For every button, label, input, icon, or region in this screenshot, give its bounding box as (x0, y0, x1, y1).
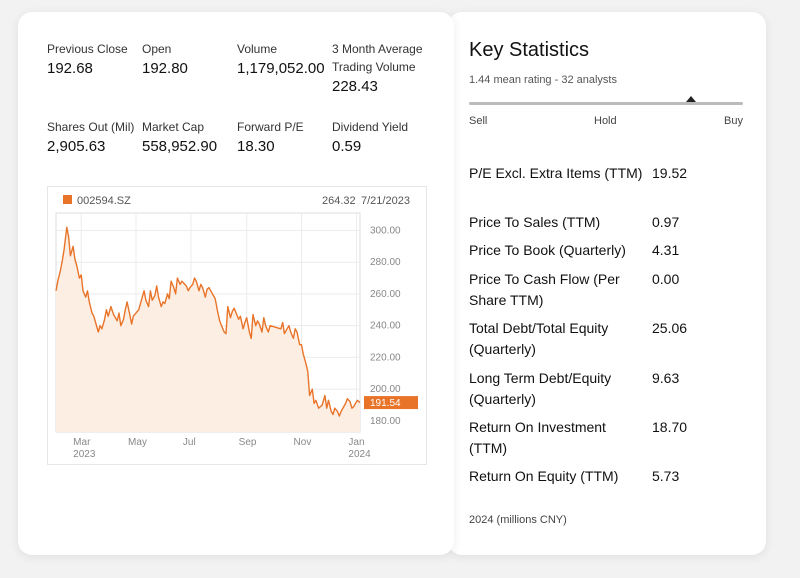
ks-value: 25.06 (652, 320, 688, 336)
last-price-tag-bg (364, 396, 418, 410)
rating-scale-hold: Hold (594, 115, 617, 127)
y-tick-label: 260.00 (370, 289, 401, 300)
x-tick-label: May (128, 437, 147, 448)
stat-value: 192.68 (47, 60, 93, 77)
stat-shares-out: Shares Out (Mil) 2,905.63 (47, 118, 142, 157)
stat-value: 18.30 (237, 138, 275, 155)
stat-label: Dividend Yield (332, 120, 409, 134)
ks-label: P/E Excl. Extra Items (TTM) (469, 165, 643, 181)
rating-scale-buy: Buy (724, 115, 743, 127)
rating-scale-sell: Sell (469, 115, 488, 127)
ks-value: 0.00 (652, 271, 680, 287)
key-statistics-title: Key Statistics (469, 39, 590, 61)
stat-forward-pe: Forward P/E 18.30 (237, 118, 332, 157)
stat-volume: Volume 1,179,052.00 (237, 40, 332, 79)
key-statistics-card: Key Statistics 1.44 mean rating - 32 ana… (448, 12, 766, 555)
stat-value: 2,905.63 (47, 138, 106, 155)
x-tick-sublabel: 2024 (348, 449, 371, 460)
ks-label: Return On Investment (TTM) (469, 419, 606, 456)
price-chart-svg[interactable]: 002594.SZ 264.32 7/21/2023 300.00 280.00 2… (48, 187, 426, 464)
rating-scale-track (469, 102, 743, 105)
stat-value: 192.80 (142, 60, 188, 77)
stat-label: Previous Close (47, 42, 128, 56)
y-tick-label: 280.00 (370, 257, 401, 268)
ks-value: 19.52 (652, 165, 688, 181)
stat-label: 3 Month Average Trading Volume (332, 42, 423, 74)
ks-value: 9.63 (652, 370, 680, 386)
hover-date: 7/21/2023 (361, 195, 410, 207)
ks-label: Return On Equity (TTM) (469, 468, 619, 484)
price-chart[interactable]: 002594.SZ 264.32 7/21/2023 300.00 280.00 2… (47, 186, 427, 465)
stat-label: Forward P/E (237, 120, 304, 134)
quote-summary-card: Previous Close 192.68 Open 192.80 Volume… (18, 12, 454, 555)
area-fill (56, 227, 360, 432)
x-tick-label: Nov (294, 437, 312, 448)
last-price-tag-label: 191.54 (370, 398, 401, 409)
price-line (55, 226, 361, 417)
stat-previous-close: Previous Close 192.68 (47, 40, 142, 79)
analyst-rating-text: 1.44 mean rating - 32 analysts (469, 74, 617, 86)
x-tick-label: Jul (183, 437, 196, 448)
ks-label: Price To Sales (TTM) (469, 214, 601, 230)
ks-value: 4.31 (652, 242, 680, 258)
key-statistics-footnote: 2024 (millions CNY) (469, 514, 567, 526)
stat-label: Volume (237, 42, 278, 56)
ks-label: Price To Cash Flow (Per Share TTM) (469, 271, 620, 308)
stat-open: Open 192.80 (142, 40, 237, 79)
legend-ticker: 002594.SZ (77, 195, 131, 207)
y-axis: 300.00 280.00 260.00 240.00 220.00 200.00 180.… (370, 225, 401, 426)
stat-label: Open (142, 42, 172, 56)
stat-label: Shares Out (Mil) (47, 120, 135, 134)
stat-value: 0.59 (332, 138, 362, 155)
ks-value: 18.70 (652, 419, 688, 435)
legend-swatch (63, 195, 72, 204)
stat-dividend-yield: Dividend Yield 0.59 (332, 118, 432, 157)
stat-market-cap: Market Cap 558,952.90 (142, 118, 237, 157)
ks-label: Price To Book (Quarterly) (469, 242, 626, 258)
y-tick-label: 220.00 (370, 352, 401, 363)
y-tick-label: 240.00 (370, 321, 401, 332)
ks-value: 0.97 (652, 214, 680, 230)
stat-value: 228.43 (332, 78, 378, 95)
stat-3m-avg-volume: 3 Month Average Trading Volume 228.43 (332, 40, 432, 97)
rating-marker-icon (685, 96, 696, 102)
stat-value: 1,179,052.00 (237, 60, 325, 77)
hover-value: 264.32 (322, 195, 356, 207)
x-tick-label: Mar (73, 437, 91, 448)
stat-value: 558,952.90 (142, 138, 218, 155)
ks-label: Long Term Debt/Equity (Quarterly) (469, 370, 612, 407)
y-tick-label: 180.00 (370, 416, 401, 427)
y-tick-label: 200.00 (370, 384, 401, 395)
area-series (55, 226, 361, 432)
x-tick-sublabel: 2023 (73, 449, 96, 460)
x-tick-label: Jan (348, 437, 364, 448)
y-tick-label: 300.00 (370, 225, 401, 236)
stat-label: Market Cap (142, 120, 205, 134)
x-tick-label: Sep (239, 437, 257, 448)
ks-label: Total Debt/Total Equity (Quarterly) (469, 320, 609, 357)
ks-value: 5.73 (652, 468, 680, 484)
last-price-tag: 191.54 (364, 396, 418, 410)
